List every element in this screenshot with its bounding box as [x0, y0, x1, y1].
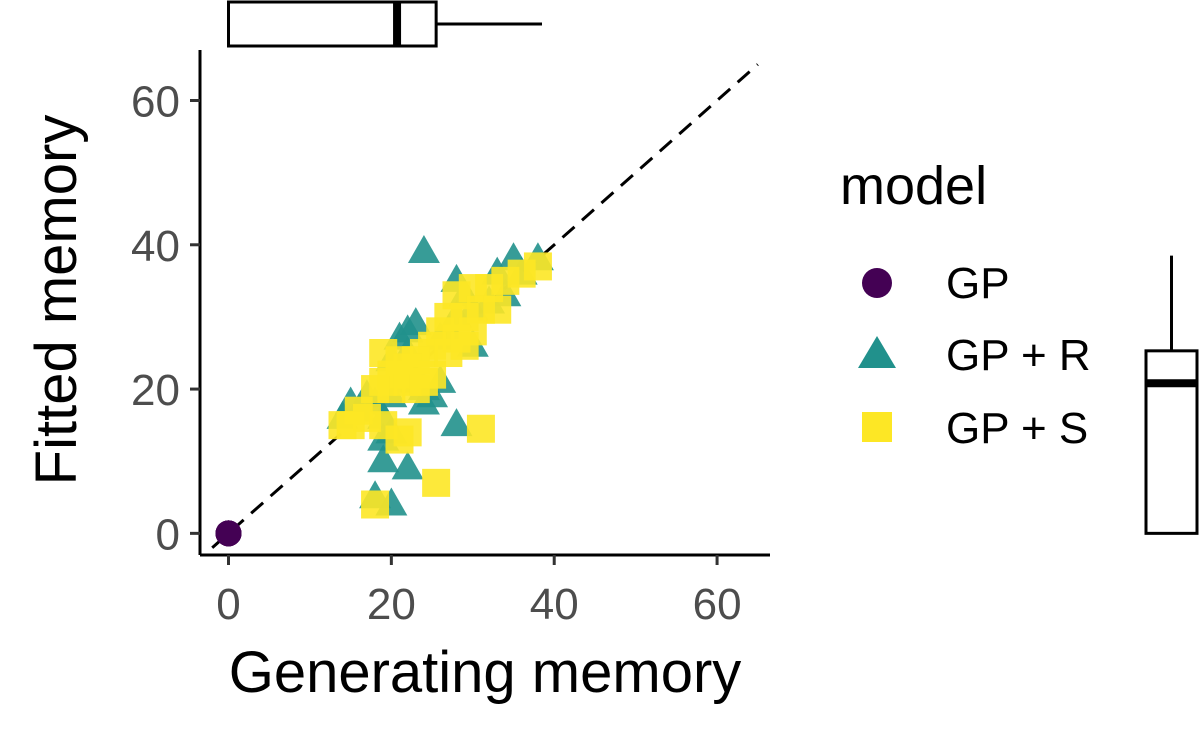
y-axis-title: Fitted memory [24, 115, 89, 486]
point-gp-r-32 [367, 444, 400, 473]
x-tick-label-40: 40 [530, 580, 579, 629]
legend-label-gp-r: GP + R [946, 331, 1091, 380]
y-tick-label-60: 60 [131, 78, 180, 127]
y-tick-label-20: 20 [131, 366, 180, 415]
legend: model GP GP + R GP + S [840, 156, 1091, 453]
legend-label-gp-s: GP + S [946, 404, 1088, 453]
point-gp-4 [215, 520, 242, 547]
legend-marker-gp-r [858, 336, 896, 368]
x-tick-label-20: 20 [367, 580, 416, 629]
point-gp-s-33 [393, 418, 422, 447]
point-gp-s-36 [361, 490, 390, 519]
y-tick-label-0: 0 [156, 510, 180, 559]
point-gp-s-39 [450, 331, 479, 360]
point-gp-s-30 [328, 411, 357, 440]
y-tick-label-40: 40 [131, 222, 180, 271]
point-gp-s-9 [483, 295, 512, 324]
legend-title: model [840, 156, 987, 216]
x-axis-title: Generating memory [229, 640, 742, 705]
y-box [1144, 349, 1199, 535]
point-gp-r-36 [440, 408, 473, 437]
legend-marker-gp-s [862, 412, 892, 442]
y-marginal-boxplot [1144, 255, 1199, 535]
axes: 0 20 40 60 0 20 40 60 [131, 50, 770, 629]
x-tick-label-0: 0 [216, 580, 240, 629]
point-gp-s-35 [422, 468, 451, 497]
x-marginal-boxplot [227, 0, 542, 48]
point-gp-s-34 [466, 414, 495, 443]
x-box [227, 0, 438, 48]
legend-marker-gp [862, 268, 892, 298]
x-tick-label-60: 60 [693, 580, 742, 629]
point-gp-r-33 [391, 451, 424, 480]
series-gp-s [328, 252, 552, 519]
plot-area [211, 63, 759, 549]
point-gp-r-0 [407, 235, 440, 263]
point-gp-s-25 [385, 346, 414, 375]
series-gp [215, 520, 242, 547]
legend-label-gp: GP [946, 259, 1010, 308]
